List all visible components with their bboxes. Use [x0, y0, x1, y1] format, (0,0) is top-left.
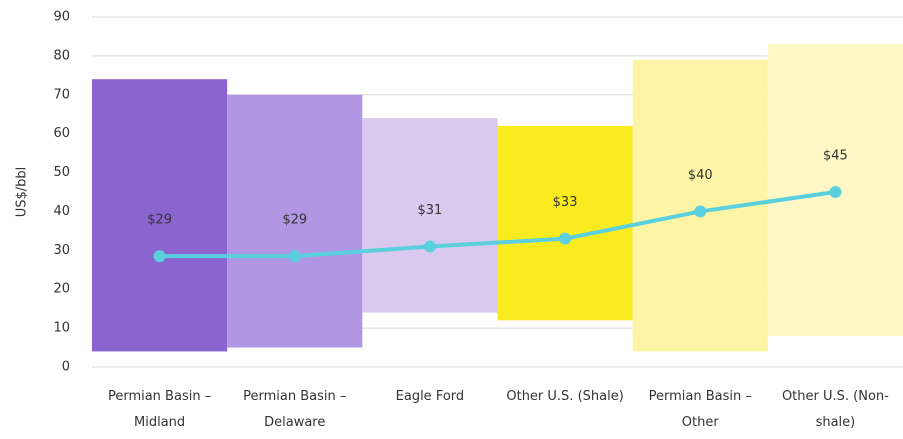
- y-tick-label: 10: [53, 321, 70, 336]
- y-axis-label: US$/bbl: [15, 167, 30, 218]
- data-label: $33: [553, 195, 578, 210]
- x-tick-label: Other U.S. (Shale): [506, 389, 624, 404]
- y-tick-label: 0: [62, 360, 70, 375]
- y-tick-label: 40: [53, 204, 70, 219]
- bar: [362, 118, 498, 313]
- y-tick-label: 70: [53, 87, 70, 102]
- y-tick-label: 30: [53, 243, 70, 258]
- data-label: $29: [282, 213, 307, 228]
- line-point: [153, 250, 166, 263]
- data-label: $29: [147, 213, 172, 228]
- x-tick-label: Eagle Ford: [395, 389, 465, 404]
- y-tick-label: 20: [53, 282, 70, 297]
- data-label: $31: [418, 203, 443, 218]
- line-point: [288, 250, 301, 263]
- bar: [92, 79, 228, 352]
- line-point: [423, 240, 436, 253]
- line-point: [694, 205, 707, 218]
- data-label: $40: [688, 168, 713, 183]
- y-tick-label: 90: [53, 10, 70, 25]
- x-tick-label: Permian Basin – Other: [648, 389, 752, 430]
- x-tick-label: Permian Basin – Midland: [107, 389, 212, 430]
- bar: [227, 94, 363, 348]
- y-tick-label: 50: [53, 165, 70, 180]
- x-tick-label: Other U.S. (Non-shale): [781, 389, 889, 430]
- y-tick-label: 60: [53, 126, 70, 141]
- y-tick-label: 80: [53, 48, 70, 63]
- x-tick-label: Permian Basin – Delaware: [243, 389, 347, 430]
- line: [159, 190, 836, 259]
- data-label: $45: [823, 149, 848, 164]
- bar: [497, 125, 633, 321]
- line-point: [559, 232, 572, 245]
- line-point: [829, 186, 842, 198]
